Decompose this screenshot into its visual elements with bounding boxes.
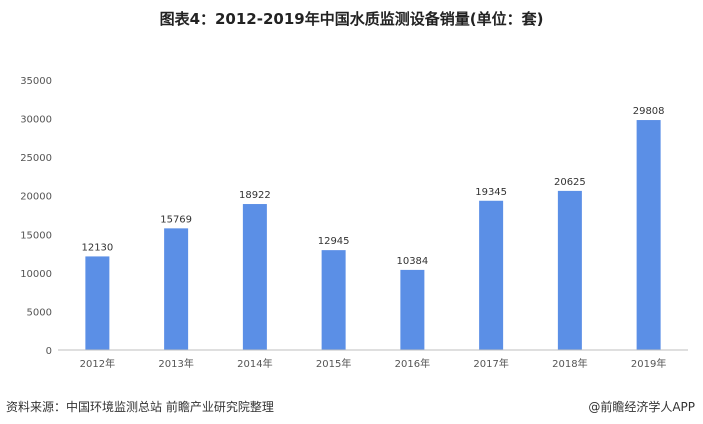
y-tick-label: 30000 xyxy=(20,115,52,126)
bar xyxy=(321,250,346,350)
bar-value-label: 12130 xyxy=(81,242,113,253)
bar-value-label: 12945 xyxy=(318,236,350,247)
y-tick-label: 5000 xyxy=(27,307,52,318)
bar-value-label: 10384 xyxy=(396,256,428,267)
y-tick-label: 10000 xyxy=(20,269,52,280)
x-tick-label: 2018年 xyxy=(552,357,587,370)
x-tick-label: 2017年 xyxy=(473,357,508,370)
source-note: 资料来源：中国环境监测总站 前瞻产业研究院整理 xyxy=(6,400,274,414)
y-tick-label: 35000 xyxy=(20,76,52,87)
bar xyxy=(164,228,189,350)
data-labels: 12130 15769 18922 12945 10384 19345 20625 29808 xyxy=(81,106,664,267)
y-tick-label: 25000 xyxy=(20,153,52,164)
chart-title: 图表4：2012-2019年中国水质监测设备销量(单位：套) xyxy=(159,10,544,28)
bar xyxy=(636,120,661,350)
x-tick-label: 2012年 xyxy=(80,357,115,370)
bar-value-label: 20625 xyxy=(554,177,586,188)
bar-series xyxy=(85,120,661,350)
x-tick-label: 2015年 xyxy=(316,357,351,370)
credit-note: @前瞻经济学人APP xyxy=(588,400,695,414)
bar-value-label: 18922 xyxy=(239,190,271,201)
x-tick-label: 2019年 xyxy=(631,357,666,370)
bar xyxy=(557,190,582,350)
x-tick-label: 2016年 xyxy=(395,357,430,370)
x-tick-label: 2013年 xyxy=(158,357,193,370)
y-axis: 0 5000 10000 15000 20000 25000 30000 35000 xyxy=(20,76,52,357)
x-tick-label: 2014年 xyxy=(237,357,272,370)
y-tick-label: 0 xyxy=(46,346,52,357)
x-axis: 2012年 2013年 2014年 2015年 2016年 2017年 2018年 2019年 xyxy=(80,357,667,370)
bar xyxy=(242,204,267,350)
y-tick-label: 15000 xyxy=(20,230,52,241)
bar xyxy=(479,200,504,350)
bar-value-label: 15769 xyxy=(160,214,192,225)
bar xyxy=(400,269,425,350)
y-tick-label: 20000 xyxy=(20,192,52,203)
bar xyxy=(85,256,110,350)
bar-value-label: 19345 xyxy=(475,187,507,198)
bar-value-label: 29808 xyxy=(633,106,665,117)
